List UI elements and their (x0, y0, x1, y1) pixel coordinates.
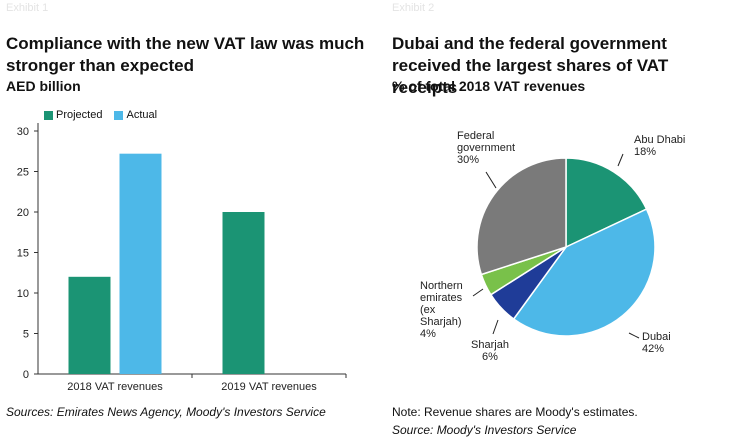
bar-projected-0 (68, 276, 111, 374)
pie-label-4: Federal government 30% (457, 130, 515, 166)
exhibit-1-tag: Exhibit 1 (6, 2, 49, 14)
pie-slice-1 (512, 208, 656, 337)
legend-item-actual: Actual (114, 109, 157, 121)
pie-label-3: Northern emirates (ex Sharjah) 4% (420, 280, 463, 340)
pie-label-2: Sharjah 6% (471, 339, 509, 363)
legend-swatch-projected (44, 110, 53, 120)
bar-actual-0 (119, 153, 162, 374)
pie-slice-0 (565, 157, 648, 249)
left-chart-title: Compliance with the new VAT law was much… (6, 34, 365, 75)
pie-leader-line (472, 288, 484, 297)
y-tick-label: 30 (17, 126, 29, 138)
left-source: Sources: Emirates News Agency, Moody's I… (6, 405, 326, 419)
right-chart-title: Dubai and the federal government receive… (392, 34, 669, 97)
pie-label-0: Abu Dhabi 18% (634, 134, 685, 158)
pie-leader-line (628, 332, 640, 339)
y-tick-label: 25 (17, 167, 29, 179)
pie-label-1: Dubai 42% (642, 331, 671, 355)
pie-leader-line (485, 171, 497, 189)
right-chart-subtitle: % of total 2018 VAT revenues (392, 78, 586, 94)
exhibit-2-tag: Exhibit 2 (392, 2, 435, 14)
pie-slice-4 (476, 157, 567, 276)
y-tick-label: 10 (17, 288, 29, 300)
bar-chart: 0 5 10 15 20 25 30 2018 VAT revenues 2019 VAT re… (17, 123, 347, 393)
right-note: Note: Revenue shares are Moody's estimat… (392, 405, 638, 419)
legend-label-actual: Actual (126, 109, 158, 121)
right-source: Source: Moody's Investors Service (392, 423, 577, 437)
bar-legend: Projected Actual (44, 109, 169, 121)
pie-leader-line (617, 153, 624, 167)
pie-chart: Abu Dhabi 18% Dubai 42% Sharjah 6% Northern emi… (420, 130, 685, 363)
legend-label-projected: Projected (56, 109, 103, 121)
y-tick-label: 15 (17, 248, 29, 260)
y-tick-label: 0 (23, 369, 29, 381)
left-chart-subtitle: AED billion (6, 78, 81, 94)
legend-item-projected: Projected (44, 109, 102, 121)
x-tick-label: 2019 VAT revenues (221, 381, 317, 393)
legend-swatch-actual (114, 110, 124, 120)
x-tick-label: 2018 VAT revenues (67, 381, 163, 393)
pie-leader-line (492, 319, 499, 335)
y-tick-label: 20 (17, 207, 29, 219)
bar-projected-1 (222, 212, 265, 374)
y-tick-label: 5 (23, 329, 29, 341)
